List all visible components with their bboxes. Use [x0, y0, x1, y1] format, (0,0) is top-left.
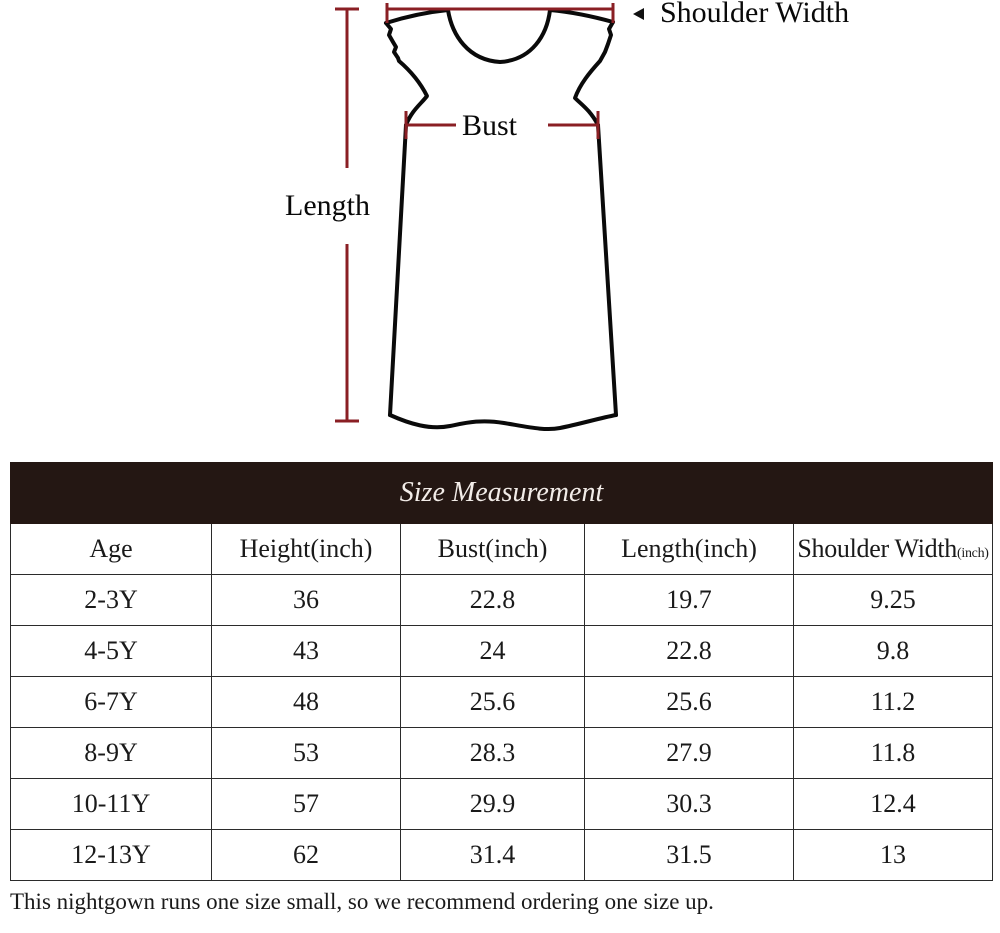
svg-text:Shoulder Width: Shoulder Width: [660, 0, 849, 29]
svg-text:Bust: Bust: [462, 109, 518, 142]
svg-text:Length: Length: [285, 189, 370, 222]
